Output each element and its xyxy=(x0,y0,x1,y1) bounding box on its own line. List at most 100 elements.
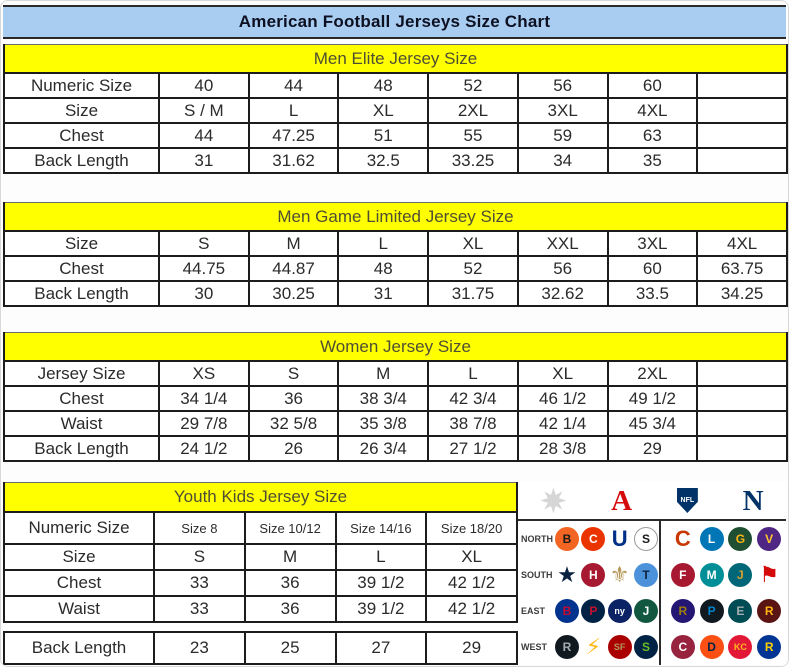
afc-logo-icon: A xyxy=(611,484,633,517)
size-cell xyxy=(696,147,788,174)
size-cell: 38 7/8 xyxy=(427,410,519,437)
size-cell: 44.87 xyxy=(247,255,340,282)
row-label: Numeric Size xyxy=(3,72,160,99)
division-row-south: SOUTH ★ H ⚜ T F M J ⚑ xyxy=(518,557,786,593)
size-cell: 34 1/4 xyxy=(158,385,250,412)
team-logo-rams: R xyxy=(757,635,782,659)
size-cell: S / M xyxy=(158,97,250,124)
size-cell: S xyxy=(247,360,340,387)
size-cell: 34.25 xyxy=(696,280,788,307)
division-label: NORTH xyxy=(521,534,553,544)
team-logo-cardinals: C xyxy=(670,635,695,659)
size-cell: 26 xyxy=(247,435,340,462)
table-row: Numeric Size 40 44 48 52 56 60 xyxy=(3,72,788,99)
table-row: Back Length 30 30.25 31 31.75 32.62 33.5 34.25 xyxy=(3,280,788,307)
division-row-north: NORTH B C U S C L G V xyxy=(518,521,786,557)
size-cell: Size 14/16 xyxy=(334,511,428,546)
table-row: Back Length 31 31.62 32.5 33.25 34 35 xyxy=(3,147,788,174)
size-cell: 56 xyxy=(516,72,609,99)
size-cell: 29 xyxy=(606,435,699,462)
nfc-logo-icon: N xyxy=(742,484,764,517)
team-logo-saints: ⚜ xyxy=(609,562,630,587)
nfl-shield-icon: NFL xyxy=(676,488,698,513)
team-logo-browns: C xyxy=(581,527,606,551)
size-cell: 39 1/2 xyxy=(334,595,428,624)
section-header-row: Men Game Limited Jersey Size xyxy=(3,202,788,232)
women-size-table: Women Jersey Size Jersey Size XS S M L XL 2XL Ch… xyxy=(3,332,788,462)
size-cell: 24 1/2 xyxy=(158,435,250,462)
team-logo-jaguars: J xyxy=(728,563,753,587)
afc-logo-group: ★ H ⚜ T xyxy=(555,563,662,587)
size-cell: Size 18/20 xyxy=(425,511,518,546)
size-cell: 46 1/2 xyxy=(516,385,609,412)
size-cell: M xyxy=(243,543,337,572)
size-cell: 2XL xyxy=(427,97,519,124)
team-logo-chargers: ⚡ xyxy=(585,634,602,659)
size-cell xyxy=(696,72,788,99)
row-label: Back Length xyxy=(3,280,160,307)
team-logo-buccaneers: ⚑ xyxy=(759,562,780,587)
table-row: Chest 44 47.25 51 55 59 63 xyxy=(3,122,788,149)
size-cell xyxy=(696,97,788,124)
row-label: Size xyxy=(3,543,155,572)
row-label: Chest xyxy=(3,569,155,598)
size-cell: 31.75 xyxy=(427,280,519,307)
table-row: Chest 44.75 44.87 48 52 56 60 63.75 xyxy=(3,255,788,282)
size-cell: L xyxy=(247,97,340,124)
row-label: Size xyxy=(3,97,160,124)
section-header: Men Game Limited Jersey Size xyxy=(3,202,788,232)
size-cell xyxy=(696,410,788,437)
size-cell: 63.75 xyxy=(696,255,788,282)
size-cell xyxy=(696,385,788,412)
size-cell: 31.62 xyxy=(247,147,340,174)
size-cell: 29 xyxy=(425,630,518,666)
size-cell: Size 10/12 xyxy=(243,511,337,546)
size-cell: S xyxy=(158,230,250,257)
size-cell: 56 xyxy=(516,255,609,282)
size-cell: 28 3/8 xyxy=(516,435,609,462)
row-label: Back Length xyxy=(3,630,155,666)
team-logo-texans: H xyxy=(581,563,606,587)
team-logo-titans: T xyxy=(633,563,658,587)
team-logo-giants: ny xyxy=(607,599,632,623)
size-cell: 35 3/8 xyxy=(337,410,430,437)
size-cell: 33 xyxy=(153,569,246,598)
size-cell: 32.62 xyxy=(516,280,609,307)
size-cell: 4XL xyxy=(606,97,699,124)
table-row: Waist 33 36 39 1/2 42 1/2 xyxy=(3,595,518,624)
row-label: Chest xyxy=(3,122,160,149)
team-logo-bears: C xyxy=(674,526,691,551)
table-row: Chest 33 36 39 1/2 42 1/2 xyxy=(3,569,518,598)
conference-logo-row: A NFL N xyxy=(518,482,786,521)
size-cell: 44.75 xyxy=(158,255,250,282)
size-cell: 36 xyxy=(243,569,337,598)
men-game-limited-size-table: Men Game Limited Jersey Size Size S M L XL XXL… xyxy=(3,202,788,307)
section-header: Youth Kids Jersey Size xyxy=(3,482,518,514)
size-cell: 42 1/2 xyxy=(425,569,518,598)
team-logo-broncos: D xyxy=(699,635,724,659)
starburst-icon xyxy=(540,487,567,514)
section-header: Women Jersey Size xyxy=(3,332,788,362)
size-cell: 60 xyxy=(606,72,699,99)
division-row-west: WEST R ⚡ SF S C D KC R xyxy=(518,629,786,665)
team-logo-ravens: R xyxy=(670,599,695,623)
size-cell: L xyxy=(334,543,428,572)
team-logo-patriots: P xyxy=(581,599,606,623)
table-row: Back Length 24 1/2 26 26 3/4 27 1/2 28 3/8 29 xyxy=(3,435,788,462)
size-cell: 60 xyxy=(606,255,699,282)
size-cell: XL xyxy=(425,543,518,572)
size-cell: 48 xyxy=(337,255,430,282)
size-cell: 49 1/2 xyxy=(606,385,699,412)
size-cell: 42 1/2 xyxy=(425,595,518,624)
row-label: Back Length xyxy=(3,435,160,462)
section-header: Men Elite Jersey Size xyxy=(3,44,788,74)
team-logo-panthers: P xyxy=(699,599,724,623)
size-cell: 29 7/8 xyxy=(158,410,250,437)
team-logo-vikings: V xyxy=(757,527,782,551)
team-logo-falcons: F xyxy=(670,563,695,587)
